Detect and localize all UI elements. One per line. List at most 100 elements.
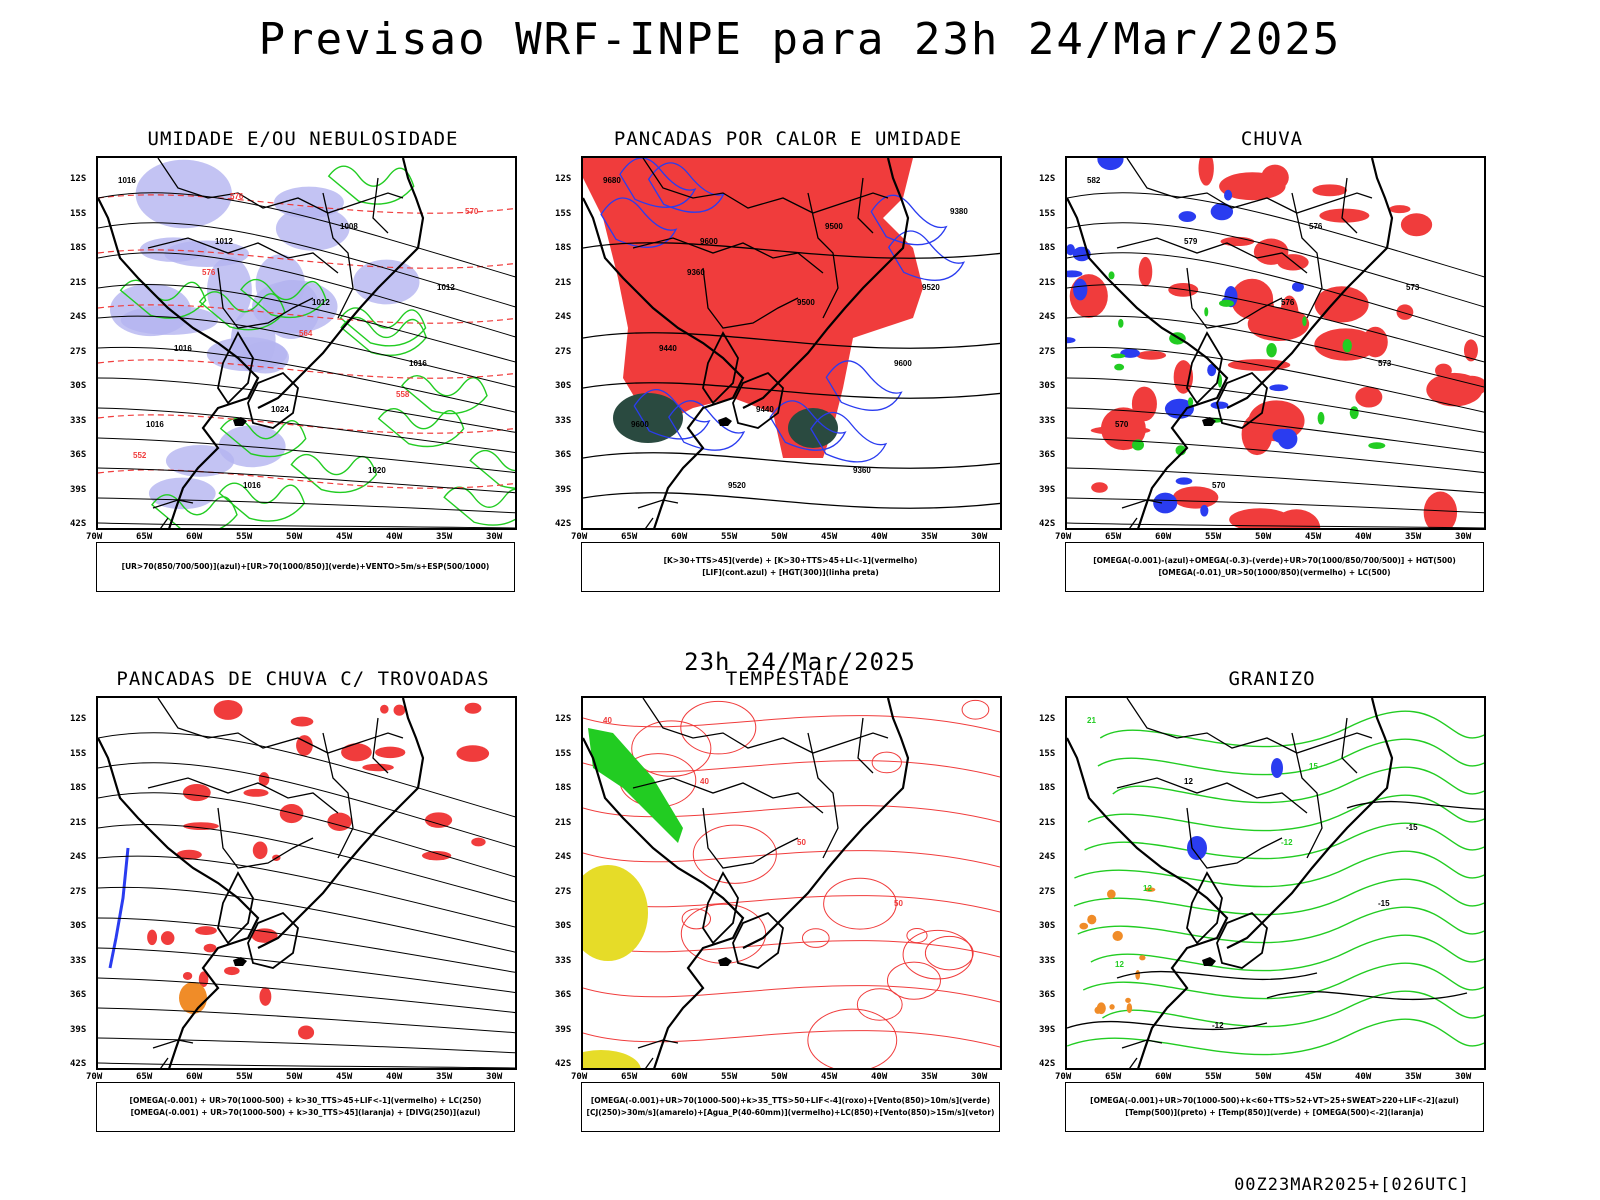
contour-label: 9440 — [756, 405, 774, 414]
lifted-index-contour — [619, 158, 697, 208]
thickness-contour — [98, 359, 515, 379]
temp-500-contour — [1067, 1020, 1268, 1031]
rain-area-green — [1342, 338, 1352, 353]
rain-area-red — [1400, 213, 1433, 237]
rain-area-red — [1220, 236, 1255, 247]
legend-box: [K>30+TTS>45](verde) + [K>30+TTS>45+LI<-… — [581, 542, 1000, 592]
height-300-contour — [583, 242, 1000, 259]
lat-tick-label: 39S — [555, 1024, 572, 1035]
forecast-map: 9680 9600 9500 9600 9600 9520 9500 9520 9440 9440… — [581, 156, 1002, 530]
lifted-index-contour — [647, 162, 725, 213]
humidity-area-700 — [218, 425, 286, 468]
lat-tick-label: 27S — [70, 346, 87, 357]
panel-tempestade: TEMPESTADE 12S 15S 18S 21S 24S 27S 30S 33S 36S 39S… — [553, 668, 1023, 1148]
lon-tick-label: 35W — [1405, 532, 1422, 542]
rain-area-green — [1266, 342, 1277, 358]
humidity-contour-1000 — [290, 453, 378, 494]
humidity-contour-1000 — [218, 482, 306, 522]
thunderstorm-area-red — [160, 931, 175, 945]
precipitable-water-contour — [871, 751, 902, 774]
lon-tick-label: 60W — [671, 532, 688, 542]
rain-area-green — [1204, 307, 1209, 317]
rain-area-red — [1355, 386, 1383, 408]
lon-tick-label: 65W — [136, 1072, 153, 1082]
lifted-index-contour — [810, 411, 888, 463]
rain-area-red — [1272, 509, 1321, 528]
contour-label: 1008 — [340, 222, 358, 231]
humidity-area-700 — [275, 206, 350, 251]
humidity-contour-1000 — [469, 449, 515, 489]
humidity-contour-1000 — [443, 486, 515, 526]
contour-label: 1012 — [437, 283, 455, 292]
temp-850-contour — [1099, 710, 1484, 748]
rain-area-blue — [1277, 428, 1298, 450]
lon-tick-label: 50W — [771, 532, 788, 542]
lat-tick-label: 39S — [1039, 484, 1056, 495]
jet-250-area-yellow — [583, 1050, 641, 1068]
forecast-map: 21 12 -12 -15 12 -12 15 -15 12 — [1065, 696, 1486, 1070]
thunderstorm-area-red — [380, 704, 389, 714]
rain-area-red — [1230, 278, 1274, 320]
map-svg: 21 12 -12 -15 12 -12 15 -15 12 — [1067, 698, 1484, 1068]
legend-box: [UR>70(850/700/500)](azul)+[UR>70(1000/8… — [96, 542, 515, 592]
omega-500-area-orange — [1096, 1002, 1106, 1015]
temp-850-contour — [1087, 794, 1484, 832]
precipitable-water-contour — [583, 715, 1000, 733]
lat-tick-label: 42S — [1039, 519, 1056, 529]
lat-tick-label: 18S — [70, 783, 87, 793]
precipitable-water-contour — [924, 935, 974, 971]
humidity-contour-1000 — [151, 494, 238, 528]
lat-tick-label: 33S — [70, 955, 87, 966]
forecast-map — [96, 696, 517, 1070]
rain-area-green — [1108, 271, 1115, 280]
lon-tick-label: 50W — [286, 532, 303, 542]
lon-tick-label: 45W — [821, 532, 838, 542]
rain-area-green — [1219, 299, 1234, 307]
lon-tick-label: 55W — [1205, 532, 1222, 542]
thunderstorm-area-red — [279, 804, 304, 824]
thunderstorm-area-red — [183, 822, 219, 831]
lat-tick-label: 30S — [70, 381, 87, 391]
omega-500-area-orange — [1079, 922, 1089, 930]
instability-area-green — [788, 408, 838, 448]
thickness-contour — [98, 469, 515, 489]
lon-tick-label: 50W — [771, 1072, 788, 1082]
lat-tick-label: 36S — [555, 450, 572, 460]
contour-label: 570 — [1115, 420, 1129, 429]
precipitable-water-contour — [583, 805, 1000, 823]
omega-500-area-orange — [1144, 887, 1156, 892]
contour-label: 21 — [1087, 716, 1096, 725]
contour-label: 12 — [1115, 960, 1124, 969]
lat-tick-label: 36S — [1039, 990, 1056, 1000]
contour-label: 1016 — [118, 176, 136, 185]
hail-area-blue — [1187, 836, 1207, 860]
lat-tick-label: 36S — [1039, 450, 1056, 460]
hail-area-blue — [1271, 758, 1283, 778]
lat-tick-label: 24S — [1039, 852, 1056, 862]
lat-tick-label: 30S — [555, 381, 572, 391]
thunderstorm-area-red — [456, 745, 490, 762]
lat-tick-label: 27S — [1039, 886, 1056, 897]
temp-500-contour — [1266, 990, 1468, 1001]
contour-label: 9380 — [950, 207, 968, 216]
rain-area-blue — [1073, 278, 1088, 301]
omega-500-area-orange — [1112, 930, 1123, 941]
thunderstorm-area-red — [182, 971, 193, 980]
rain-area-red — [1173, 360, 1194, 394]
precipitable-water-contour — [801, 928, 830, 948]
lat-tick-label: 21S — [70, 277, 87, 288]
rain-area-red — [1247, 307, 1310, 342]
rain-area-red — [1312, 184, 1348, 197]
rain-area-green — [1110, 353, 1126, 359]
wind-850-area-green — [588, 728, 683, 843]
lat-tick-label: 12S — [555, 714, 572, 724]
precipitable-water-contour — [807, 1008, 898, 1068]
lon-tick-label: 40W — [386, 532, 403, 542]
thunderstorm-area-red — [182, 784, 211, 802]
lon-tick-label: 40W — [1355, 1072, 1372, 1082]
rain-area-blue — [1097, 158, 1124, 171]
contour-label: 1016 — [409, 359, 427, 368]
thunderstorm-area-red — [341, 743, 372, 762]
contour-label: 1012 — [312, 298, 330, 307]
thunderstorm-area-red — [421, 850, 452, 861]
